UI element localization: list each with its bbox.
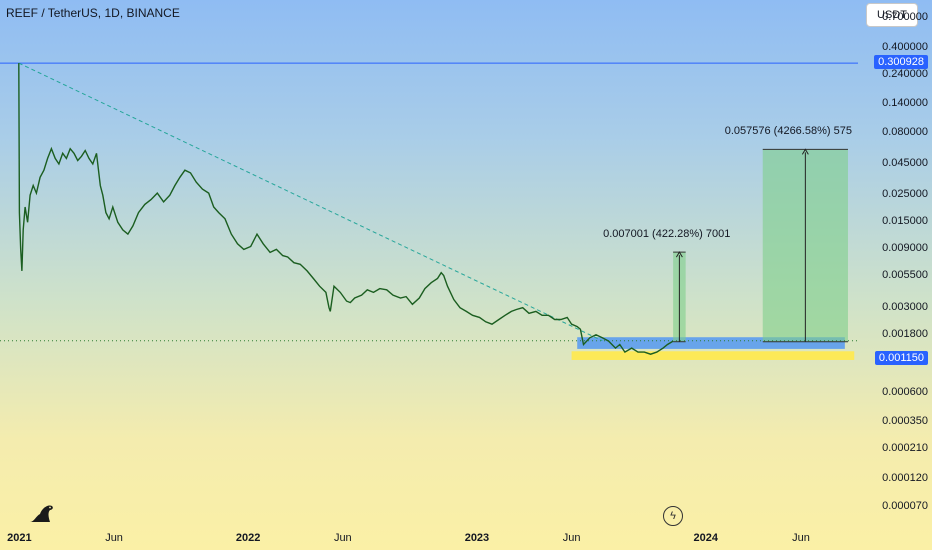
pair-title: REEF / TetherUS, 1D, BINANCE xyxy=(6,6,180,20)
price-line xyxy=(18,63,674,355)
measure-arrow-head xyxy=(675,251,683,258)
price-tick-label: 0.080000 xyxy=(882,126,928,139)
price-tick-label: 0.000350 xyxy=(882,414,928,427)
price-tick-label: 0.700000 xyxy=(882,11,928,24)
tradingview-logo-icon xyxy=(30,505,53,522)
currency-button[interactable]: USDT xyxy=(866,3,918,27)
price-tick-label: 0.240000 xyxy=(882,68,928,81)
time-tick-label: Jun xyxy=(562,532,581,544)
flash-icon[interactable]: ϟ xyxy=(663,506,683,526)
price-tick-label: 0.000120 xyxy=(882,471,928,484)
time-tick-label: Jun xyxy=(105,532,123,544)
price-tick-label: 0.009000 xyxy=(882,242,928,255)
time-tick-label: Jun xyxy=(333,532,352,544)
support-zone xyxy=(571,351,855,360)
time-tick-label: 2021 xyxy=(7,532,32,544)
price-tick-label: 0.003000 xyxy=(882,300,928,313)
measure-label: 0.007001 (422.28%) 7001 xyxy=(603,228,731,241)
time-tick-label: 2022 xyxy=(235,532,261,544)
accumulation-zone xyxy=(577,337,845,349)
time-tick-label: Jun xyxy=(792,532,810,544)
descending-trendline xyxy=(18,62,603,342)
price-tick-label: 0.140000 xyxy=(882,96,928,109)
time-tick-label: 2024 xyxy=(693,532,718,544)
price-tag: 0.001150 xyxy=(874,350,928,365)
price-tick-label: 0.025000 xyxy=(882,188,928,201)
price-tick-label: 0.015000 xyxy=(882,215,928,228)
price-tick-label: 0.000210 xyxy=(882,441,928,454)
price-tick-label: 0.001800 xyxy=(882,327,928,340)
price-tick-label: 0.005500 xyxy=(882,268,928,281)
price-tag: 0.300928 xyxy=(874,55,928,70)
price-tick-label: 0.045000 xyxy=(882,156,928,169)
time-tick-label: 2023 xyxy=(464,532,490,544)
price-tick-label: 0.000070 xyxy=(882,500,928,513)
price-tick-label: 0.400000 xyxy=(882,41,928,53)
price-tick-label: 0.000600 xyxy=(882,386,928,399)
measure-label: 0.057576 (4266.58%) 575 xyxy=(724,125,852,138)
measure-arrow-head xyxy=(801,148,809,155)
